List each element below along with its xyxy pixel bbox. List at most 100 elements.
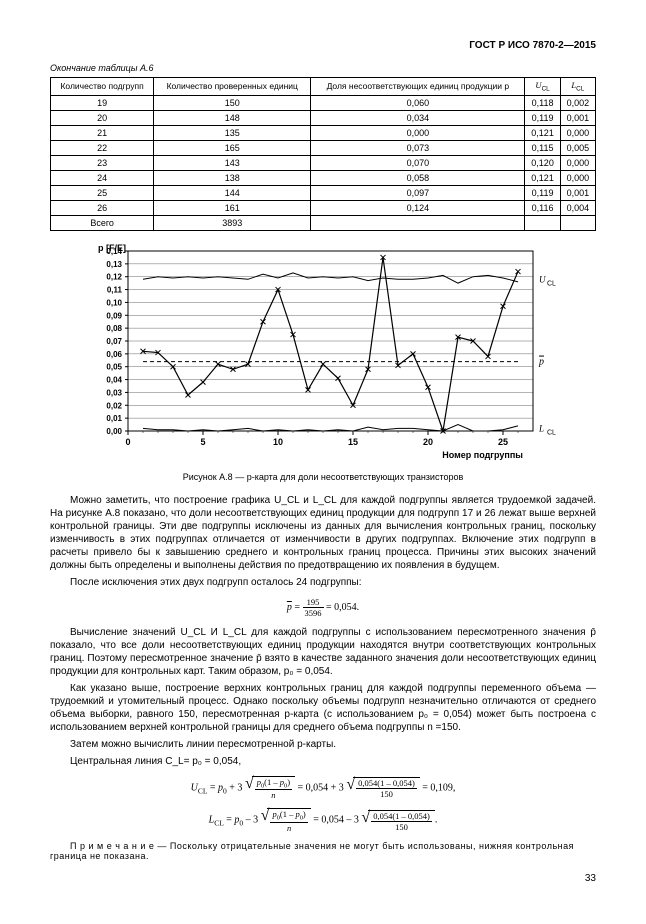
svg-text:0,10: 0,10 [106,298,122,307]
page-number: 33 [50,873,596,884]
table-row: 241380,0580,1210,000 [51,170,596,185]
cell: 0,002 [560,95,595,110]
cell: 0,058 [311,170,525,185]
chart-caption: Рисунок А.8 — p-карта для доли несоответ… [50,472,596,482]
cell: 161 [154,200,311,215]
cell: 165 [154,140,311,155]
svg-text:0,05: 0,05 [106,362,122,371]
formula-lcl: LCL = p0 – 3 √p0(1 – p0)n = 0,054 – 3 √0… [50,808,596,833]
cell: 143 [154,155,311,170]
paragraph-2: После исключения этих двух подгрупп оста… [50,576,596,589]
cell: 0,073 [311,140,525,155]
table-row: 191500,0600,1180,002 [51,95,596,110]
paragraph-5: Затем можно вычислить линии пересмотренн… [50,738,596,751]
table-continuation-caption: Окончание таблицы А.6 [50,63,596,73]
svg-text:L: L [538,423,544,433]
svg-text:25: 25 [498,437,508,447]
cell: 148 [154,110,311,125]
cell: 20 [51,110,154,125]
cell: 0,120 [525,155,560,170]
svg-text:20: 20 [423,437,433,447]
svg-text:10: 10 [273,437,283,447]
cell: 3893 [154,215,311,230]
svg-text:0,01: 0,01 [106,414,122,423]
cell: 0,004 [560,200,595,215]
svg-text:p [F/E]: p [F/E] [98,243,126,253]
cell: 0,119 [525,110,560,125]
svg-text:0,11: 0,11 [107,285,123,294]
cell: 0,000 [560,155,595,170]
cell: 0,118 [525,95,560,110]
cell: 150 [154,95,311,110]
cell [525,215,560,230]
table-row: 261610,1240,1160,004 [51,200,596,215]
cell [560,215,595,230]
cell: 24 [51,170,154,185]
cell: 144 [154,185,311,200]
table-row: 231430,0700,1200,000 [51,155,596,170]
svg-text:0,12: 0,12 [106,272,122,281]
note: П р и м е ч а н и е — Поскольку отрицате… [50,841,596,861]
cell: 22 [51,140,154,155]
cell: 0,124 [311,200,525,215]
table-row: 211350,0000,1210,000 [51,125,596,140]
cell: 0,097 [311,185,525,200]
svg-text:p: p [538,356,544,367]
svg-text:0,03: 0,03 [106,388,122,397]
data-table: Количество подгруппКоличество проверенны… [50,77,596,231]
svg-text:Номер подгруппы: Номер подгруппы [442,450,523,460]
cell: 19 [51,95,154,110]
cell: Всего [51,215,154,230]
svg-text:0,02: 0,02 [106,401,122,410]
col-header: Количество подгрупп [51,78,154,96]
cell: 0,060 [311,95,525,110]
cell: 25 [51,185,154,200]
cell: 0,121 [525,125,560,140]
col-header: Доля несоответствующих единиц продукции … [311,78,525,96]
cell: 0,034 [311,110,525,125]
svg-text:0,09: 0,09 [106,311,122,320]
svg-text:0,04: 0,04 [106,375,122,384]
table-row: 221650,0730,1150,005 [51,140,596,155]
paragraph-1: Можно заметить, что построение графика U… [50,494,596,572]
svg-text:5: 5 [200,437,205,447]
paragraph-4: Как указано выше, построение верхних кон… [50,682,596,734]
p-chart: 0,00 0,01 0,02 0,03 0,04 0,05 0,06 0,07 0,08 0,09… [73,241,573,464]
svg-text:U: U [539,274,546,284]
cell: 23 [51,155,154,170]
svg-text:CL: CL [547,280,556,287]
cell: 0,001 [560,185,595,200]
svg-text:0,08: 0,08 [106,324,122,333]
cell [311,215,525,230]
cell: 0,000 [560,170,595,185]
cell: 0,000 [560,125,595,140]
cell: 0,116 [525,200,560,215]
cell: 135 [154,125,311,140]
cell: 0,001 [560,110,595,125]
doc-header: ГОСТ Р ИСО 7870-2—2015 [50,40,596,51]
col-header: UCL [525,78,560,96]
svg-text:CL: CL [547,429,556,436]
col-header: LCL [560,78,595,96]
paragraph-6: Центральная линия C_L= p₀ = 0,054, [50,755,596,768]
table-row: 201480,0340,1190,001 [51,110,596,125]
svg-text:0,06: 0,06 [106,350,122,359]
table-row: 251440,0970,1190,001 [51,185,596,200]
table-row: Всего3893 [51,215,596,230]
paragraph-3: Вычисление значений U_CL И L_CL для кажд… [50,626,596,678]
svg-text:0,13: 0,13 [106,260,122,269]
cell: 0,121 [525,170,560,185]
col-header: Количество проверенных единиц [154,78,311,96]
formula-ucl: UCL = p0 + 3 √p0(1 – p0)n = 0,054 + 3 √0… [50,776,596,801]
cell: 0,070 [311,155,525,170]
svg-text:0,00: 0,00 [106,427,122,436]
cell: 138 [154,170,311,185]
cell: 0,115 [525,140,560,155]
formula-pbar: p = 1953596 = 0,054. [50,597,596,618]
cell: 21 [51,125,154,140]
svg-text:0: 0 [125,437,130,447]
svg-text:0,07: 0,07 [106,337,122,346]
svg-text:15: 15 [348,437,358,447]
cell: 0,000 [311,125,525,140]
cell: 0,119 [525,185,560,200]
